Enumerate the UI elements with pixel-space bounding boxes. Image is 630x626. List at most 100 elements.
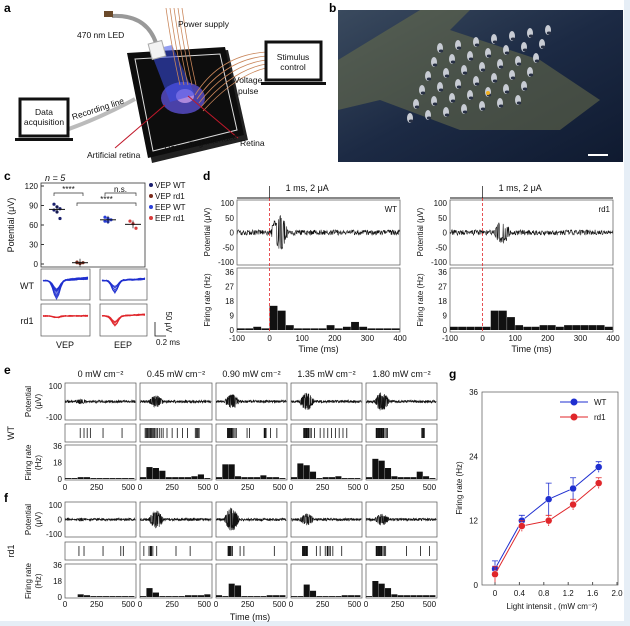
firing-axis-label: Firing rate (Hz) (203, 273, 212, 327)
histogram-bar (378, 460, 385, 479)
genotype-label: rd1 (6, 544, 16, 557)
histogram-bar (423, 595, 430, 597)
electrode-shadow (468, 96, 474, 100)
potential-frame (139, 382, 213, 421)
electrode-shadow (408, 119, 414, 123)
x-tick-label: 250 (165, 483, 179, 492)
y-axis-label: Potential (μV) (6, 198, 16, 253)
histogram-bar (115, 478, 122, 479)
histogram-bar (297, 596, 304, 597)
electrode-shadow (522, 87, 528, 91)
stimulus-label: 1 ms, 2 μA (286, 183, 329, 193)
histogram-bar (235, 476, 242, 479)
histogram-bar (216, 595, 223, 597)
panel-label-f: f (4, 491, 9, 505)
histogram-bar (334, 328, 343, 330)
histogram-bar (555, 326, 564, 330)
x-tick-label: 300 (574, 334, 588, 343)
x-tick-label: 2.0 (611, 589, 623, 598)
schematic-panel: 470 nm LED Power supply Stimulus control… (15, 7, 326, 163)
raster-frame (139, 423, 213, 443)
histogram-bar (367, 328, 376, 330)
histogram-bar (310, 590, 317, 597)
histogram-bar (310, 471, 317, 479)
electrode-shadow (462, 110, 468, 114)
histogram-bar (391, 476, 398, 479)
histogram-bar (366, 477, 373, 479)
histogram-bar (303, 465, 310, 479)
histogram-bar (204, 594, 211, 597)
y-tick-label: 100 (221, 199, 235, 208)
x-tick-label: 200 (328, 334, 342, 343)
histogram-bar (77, 594, 84, 597)
x-tick-label: 0 (138, 600, 143, 609)
potential-axis-label-unit: (μV) (34, 394, 43, 410)
x-tick-label: -100 (442, 334, 459, 343)
firing-frame (139, 444, 213, 481)
electrode-shadow (486, 54, 492, 58)
raster-frame (139, 541, 213, 561)
histogram-bar (316, 596, 323, 597)
condition-title: 1.80 mW cm⁻² (372, 369, 430, 379)
histogram-bar (185, 477, 192, 479)
histogram-bar (564, 325, 572, 330)
histogram-bar (122, 596, 129, 597)
firing-frame (64, 444, 137, 481)
potential-trace (216, 394, 287, 408)
firing-frame (139, 563, 213, 599)
y-tick-label: 0 (443, 229, 448, 238)
potential-frame (64, 382, 137, 421)
electrode-shadow (438, 88, 444, 92)
histogram-bar (84, 477, 91, 479)
y-tick-label: 36 (225, 268, 234, 277)
y-tick-label: 27 (438, 283, 447, 292)
histogram-bar (572, 325, 581, 330)
potential-axis-label: Potential (24, 386, 33, 417)
x-tick-label: 1.6 (587, 589, 599, 598)
x-tick-label: 500 (348, 600, 362, 609)
firing-axis-label-unit: (Hz) (34, 573, 43, 588)
histogram-bar (354, 595, 361, 597)
electrode-shadow (522, 48, 528, 52)
data-point-WT (594, 463, 603, 471)
histogram-bar (404, 595, 411, 597)
x-axis-label: Time (ms) (511, 344, 551, 354)
x-tick-label: 400 (393, 334, 407, 343)
data-point (58, 216, 62, 221)
histogram-bar (474, 326, 483, 330)
panel-label-c: c (4, 169, 11, 183)
legend-marker (149, 183, 153, 187)
histogram-bar (372, 581, 379, 597)
histogram-bar (397, 595, 404, 597)
potential-frame (215, 501, 288, 538)
condition-title: 0.45 mW cm⁻² (147, 369, 205, 379)
significance-bracket (104, 192, 137, 196)
waveform-trace (42, 276, 89, 300)
potential-trace (65, 517, 136, 522)
electrode-shadow (516, 101, 522, 105)
data-acquisition-label-2: acquisition (24, 117, 64, 127)
waveform-box (40, 303, 91, 337)
scale-bar-voltage-label: 50 μV (164, 311, 173, 333)
data-point-rd1 (518, 522, 526, 530)
histogram-bar (90, 596, 97, 597)
firing-axis-label: Firing rate (24, 444, 33, 481)
y-tick-label: 50 (225, 214, 234, 223)
stimulus-control-label-2: control (280, 62, 306, 72)
histogram-bar (109, 596, 116, 597)
y-tick-label: 50 (438, 214, 447, 223)
histogram-bar (458, 326, 466, 330)
histogram-bar (341, 595, 348, 597)
y-tick-label: -50 (435, 243, 447, 252)
histogram-bar (450, 326, 458, 330)
histogram-bar (260, 475, 267, 479)
plot-frame (40, 182, 146, 268)
histogram-bar (385, 468, 392, 479)
histogram-bar (423, 476, 430, 479)
histogram-bar (507, 317, 515, 330)
histogram-bar (354, 478, 361, 479)
x-tick-label: 0 (214, 483, 219, 492)
stimulus-wires (194, 51, 267, 112)
waveform-trace (101, 314, 146, 323)
x-tick-label: 500 (122, 600, 136, 609)
